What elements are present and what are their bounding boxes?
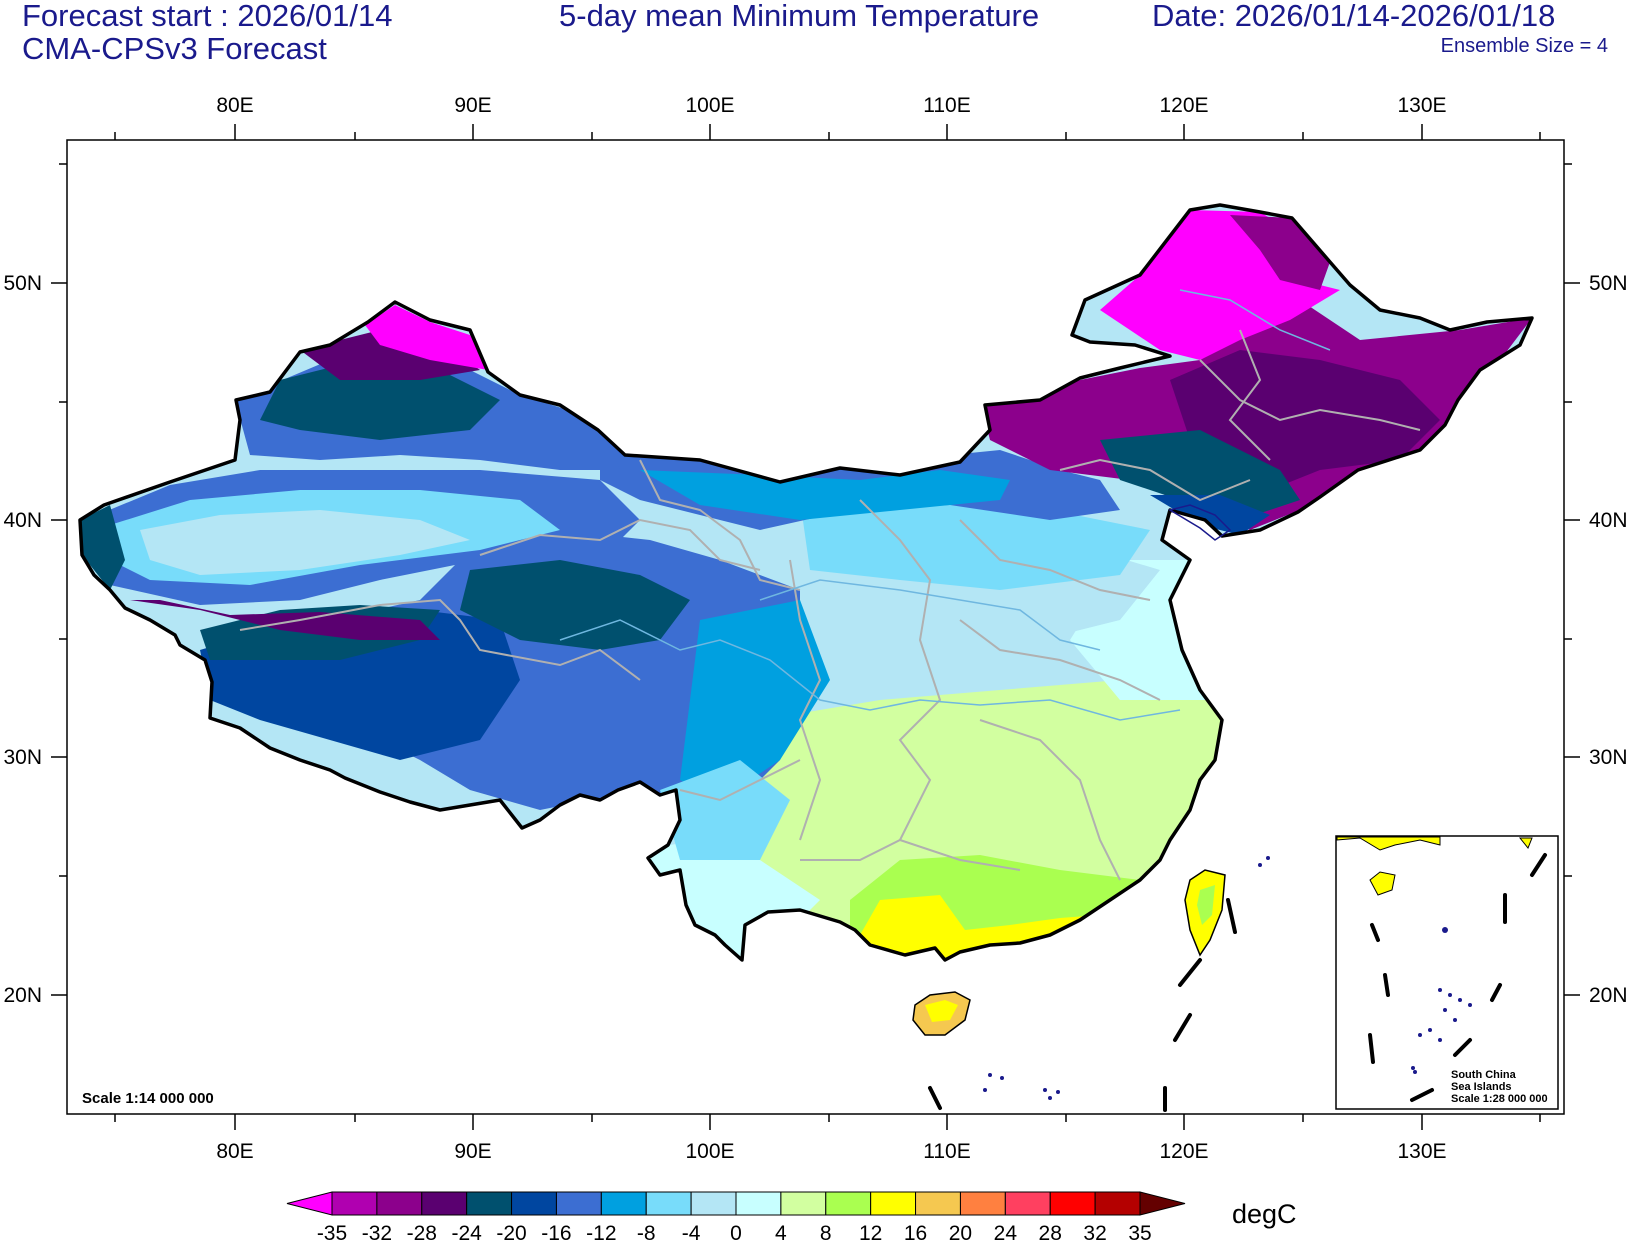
colorbar-label: 35: [1128, 1222, 1151, 1241]
lon-label-bottom-130e: 130E: [1397, 1140, 1446, 1163]
colorbar-swatch: [1004, 1191, 1051, 1216]
qaidam-dark-zone: [460, 560, 690, 650]
colorbar-swatch: [376, 1191, 423, 1216]
colorbar-swatch: [600, 1191, 647, 1216]
colorbar-label: -24: [451, 1222, 482, 1241]
colorbar-swatch: [690, 1191, 737, 1216]
colorbar-swatch: [645, 1191, 692, 1216]
west-tibet-purple-zone: [130, 600, 440, 640]
nine-dash-line: [928, 898, 1237, 1112]
dzungaria-dark-zone: [260, 360, 500, 440]
colorbar-swatch: [331, 1191, 378, 1216]
lon-label-top-90e: 90E: [454, 94, 491, 117]
inset-label-line1: South China: [1451, 1069, 1517, 1081]
lon-label-top-80e: 80E: [216, 94, 253, 117]
date-range-label: Date: 2026/01/14-2026/01/18: [1152, 0, 1556, 33]
sichuan-transition: [680, 600, 830, 800]
north-china-light-zone: [800, 495, 1150, 590]
north-belt-blue-zone: [640, 470, 1010, 520]
colorbar-swatch: [1049, 1191, 1096, 1216]
colorbar-swatch: [466, 1191, 513, 1216]
lon-label-bottom-100e: 100E: [685, 1140, 734, 1163]
colorbar-max-triangle: [1139, 1191, 1186, 1216]
lat-label-left-30n: 30N: [3, 746, 42, 769]
axis-ticks: [51, 124, 1580, 1130]
west-tarim-edge: [80, 505, 125, 590]
colorbar-label: 28: [1039, 1222, 1062, 1241]
map-title: 5-day mean Minimum Temperature: [559, 0, 1040, 33]
lat-label-right-40n: 40N: [1589, 509, 1628, 532]
taiwan-inner: [1197, 885, 1215, 925]
lon-label-top-110e: 110E: [923, 94, 971, 117]
liaoning-blue-zone: [1150, 495, 1270, 535]
yunnan-cyan: [660, 760, 790, 860]
colorbar-label: -8: [637, 1222, 656, 1241]
colorbar-swatch: [959, 1191, 1006, 1216]
forecast-start-label: Forecast start : 2026/01/14: [22, 0, 393, 33]
colorbar-label: 20: [949, 1222, 972, 1241]
lon-label-top-100e: 100E: [685, 94, 734, 117]
lat-label-left-40n: 40N: [3, 509, 42, 532]
lon-label-bottom-120e: 120E: [1159, 1140, 1208, 1163]
lon-label-bottom-90e: 90E: [454, 1140, 491, 1163]
map-frame: [66, 139, 1565, 1115]
lon-label-top-120e: 120E: [1159, 94, 1208, 117]
rivers: [559, 289, 1331, 721]
colorbar-label: 8: [820, 1222, 832, 1241]
inset-label-line2: Sea Islands: [1451, 1081, 1512, 1093]
colorbar-label: -4: [682, 1222, 701, 1241]
colorbar-label: -12: [586, 1222, 616, 1241]
colorbar-label: -35: [317, 1222, 347, 1241]
liaodong-coast: [1168, 504, 1232, 541]
colorbar-swatch: [915, 1191, 961, 1216]
lat-label-right-50n: 50N: [1589, 272, 1628, 295]
temperature-field: [80, 205, 1532, 960]
colorbar-label: 0: [730, 1222, 742, 1241]
lon-label-top-130e: 130E: [1397, 94, 1446, 117]
colorbar-label: 4: [775, 1222, 787, 1241]
model-label: CMA-CPSv3 Forecast: [22, 31, 327, 66]
scale-note: Scale 1:14 000 000: [82, 1090, 214, 1107]
colorbar-label: -16: [541, 1222, 571, 1241]
lon-label-bottom-80e: 80E: [216, 1140, 253, 1163]
colorbar-label: -20: [496, 1222, 526, 1241]
colorbar-swatch: [780, 1191, 827, 1216]
colorbar-swatch: [1094, 1191, 1141, 1216]
colorbar-swatch: [421, 1191, 468, 1216]
colorbar-swatch: [511, 1191, 557, 1216]
colorbar-label: 24: [994, 1222, 1018, 1241]
lat-label-right-20n: 20N: [1589, 984, 1628, 1007]
colorbar-label: 32: [1083, 1222, 1106, 1241]
colorbar-swatch: [870, 1191, 917, 1216]
colorbar-swatch: [825, 1191, 872, 1216]
south-china-sea-inset: South China Sea Islands Scale 1:28 000 0…: [1335, 835, 1559, 1110]
lat-label-right-30n: 30N: [1589, 746, 1628, 769]
altay-magenta-zone: [365, 305, 488, 370]
lon-label-bottom-110e: 110E: [923, 1140, 971, 1163]
hainan-inner: [925, 1000, 958, 1022]
colorbar-label: -32: [362, 1222, 392, 1241]
colorbar-label: 16: [904, 1222, 927, 1241]
colorbar-min-triangle: [286, 1191, 333, 1216]
colorbar-swatch: [735, 1191, 782, 1216]
colorbar-unit: degC: [1232, 1199, 1297, 1229]
tarim-inner-zone: [140, 510, 470, 575]
lat-label-left-20n: 20N: [3, 984, 42, 1007]
colorbar-label: -28: [407, 1222, 437, 1241]
lat-label-left-50n: 50N: [3, 272, 42, 295]
inset-label-line3: Scale 1:28 000 000: [1451, 1093, 1548, 1105]
small-islands: [983, 856, 1270, 1100]
colorbar: -35 -32 -28 -24 -20 -16 -12 -8 -4 0 4 8 12 16 20 24 28 32…: [286, 1191, 1186, 1241]
ensemble-size-label: Ensemble Size = 4: [1440, 35, 1608, 57]
province-boundaries: [239, 329, 1421, 881]
colorbar-swatch: [555, 1191, 602, 1216]
liaoning-teal-zone: [1100, 430, 1300, 520]
colorbar-label: 12: [859, 1222, 882, 1241]
